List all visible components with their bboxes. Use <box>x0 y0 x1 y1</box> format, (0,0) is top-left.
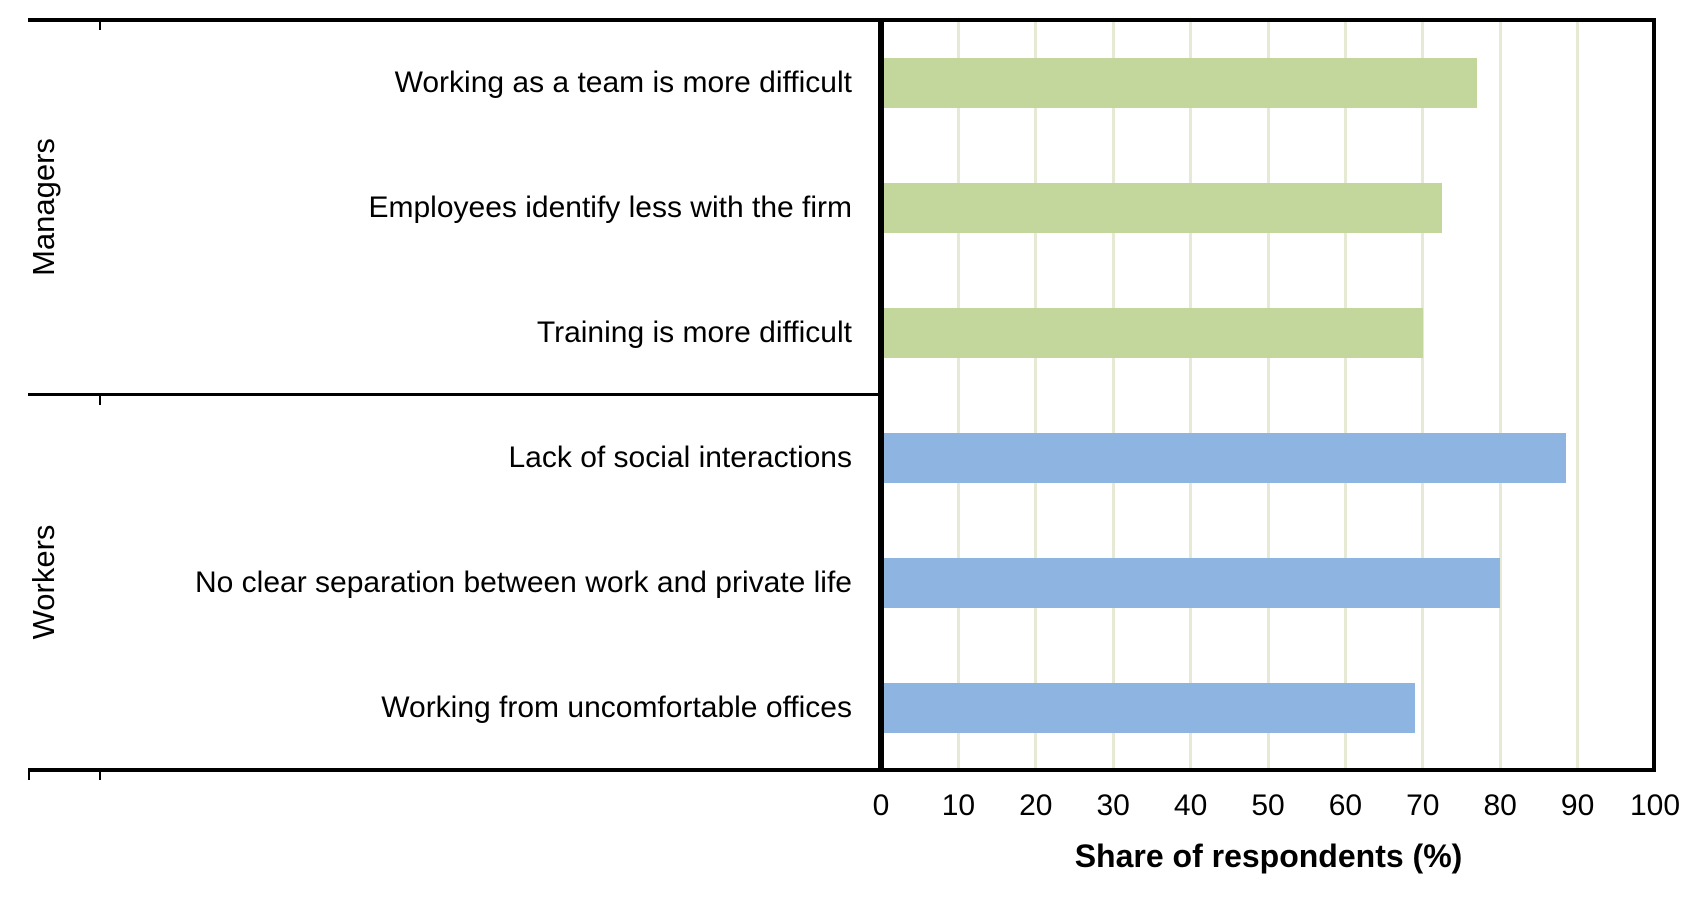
bar-managers-3 <box>881 307 1423 358</box>
plot-right-border <box>1652 20 1656 770</box>
y-axis-line <box>878 20 884 770</box>
x-tick-label-100: 100 <box>1629 789 1681 822</box>
category-label: No clear separation between work and pri… <box>194 566 852 599</box>
x-tick-label-20: 20 <box>1019 789 1053 822</box>
gridline-60 <box>1343 20 1347 770</box>
category-label: Working as a team is more difficult <box>394 66 852 99</box>
x-tick-label-40: 40 <box>1173 789 1208 822</box>
category-tick-bottom <box>99 768 101 780</box>
x-tick-label-90: 90 <box>1560 789 1595 822</box>
bar-managers-2 <box>881 182 1443 233</box>
x-axis-title: Share of respondents (%) <box>1074 838 1463 874</box>
group-label-managers: Managers <box>26 138 61 276</box>
bar-managers-1 <box>881 57 1477 108</box>
gridline-70 <box>1421 20 1425 770</box>
x-tick-label-80: 80 <box>1483 789 1517 822</box>
gridline-10 <box>956 20 960 770</box>
x-axis-line <box>28 768 1656 772</box>
gridline-30 <box>1111 20 1115 770</box>
category-label: Employees identify less with the firm <box>368 191 852 224</box>
x-tick-label-50: 50 <box>1251 789 1285 822</box>
gridline-40 <box>1189 20 1193 770</box>
gridline-90 <box>1576 20 1580 770</box>
group-divider-line <box>28 393 881 396</box>
bar-workers-4 <box>881 432 1566 483</box>
x-tick-label-0: 0 <box>872 789 890 822</box>
gridline-50 <box>1266 20 1270 770</box>
plot-top-border <box>28 18 1656 22</box>
category-tick-bottom-end <box>28 768 30 780</box>
x-tick-label-10: 10 <box>941 789 976 822</box>
bar-workers-5 <box>881 557 1501 608</box>
category-label: Training is more difficult <box>536 316 852 349</box>
x-tick-label-30: 30 <box>1096 789 1130 822</box>
category-tick-middle <box>99 393 101 405</box>
x-tick-label-70: 70 <box>1406 789 1440 822</box>
bar-workers-6 <box>881 682 1416 733</box>
category-label: Working from uncomfortable offices <box>381 691 852 724</box>
gridline-20 <box>1034 20 1038 770</box>
category-label: Lack of social interactions <box>508 441 852 474</box>
category-tick-top <box>99 18 101 30</box>
gridline-80 <box>1498 20 1502 770</box>
x-tick-label-60: 60 <box>1328 789 1363 822</box>
group-label-workers: Workers <box>26 524 61 640</box>
